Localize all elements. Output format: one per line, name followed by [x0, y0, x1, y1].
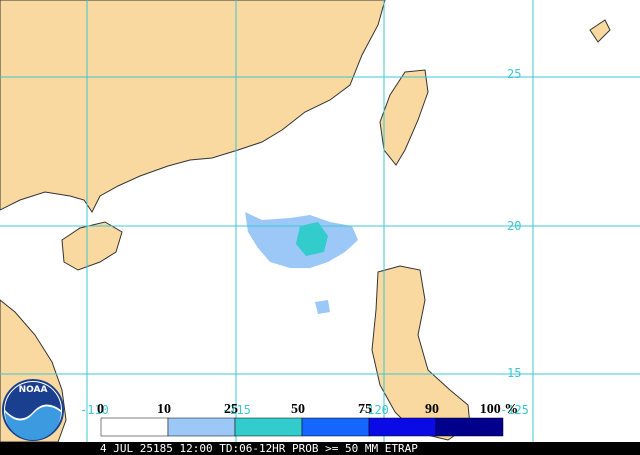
- lon-label: -110: [80, 403, 109, 417]
- lon-label: -125: [500, 403, 529, 417]
- rain-area: [296, 222, 328, 256]
- legend-label: 50: [291, 402, 305, 417]
- legend: 0 10 25 50 75 90 100 %: [97, 402, 519, 437]
- legend-swatch: [368, 417, 437, 437]
- legend-swatch: [301, 417, 370, 437]
- legend-label: 0: [97, 402, 104, 417]
- legend-label: 75: [358, 402, 372, 417]
- lon-label: -115: [222, 403, 251, 417]
- legend-swatch: [100, 417, 169, 437]
- lat-label: 15: [507, 366, 521, 380]
- caption: 4 JUL 25185 12:00 TD:06-12HR PROB >= 50 …: [100, 442, 418, 455]
- lat-label: 20: [507, 219, 521, 233]
- graticule: [0, 0, 640, 442]
- legend-label: 25: [224, 402, 238, 417]
- caption-bar: [0, 442, 640, 455]
- noaa-logo: NOAA: [2, 379, 64, 441]
- legend-label: 10: [157, 402, 171, 417]
- rain-area: [315, 300, 330, 314]
- lat-label: 25: [507, 67, 521, 81]
- legend-swatch: [435, 417, 504, 437]
- lon-label: -120: [360, 403, 389, 417]
- legend-label: 90: [425, 402, 439, 417]
- legend-swatch: [167, 417, 236, 437]
- logo-text: NOAA: [19, 385, 48, 395]
- legend-label: 100 %: [480, 402, 519, 417]
- land: [0, 0, 611, 443]
- legend-swatch: [234, 417, 303, 437]
